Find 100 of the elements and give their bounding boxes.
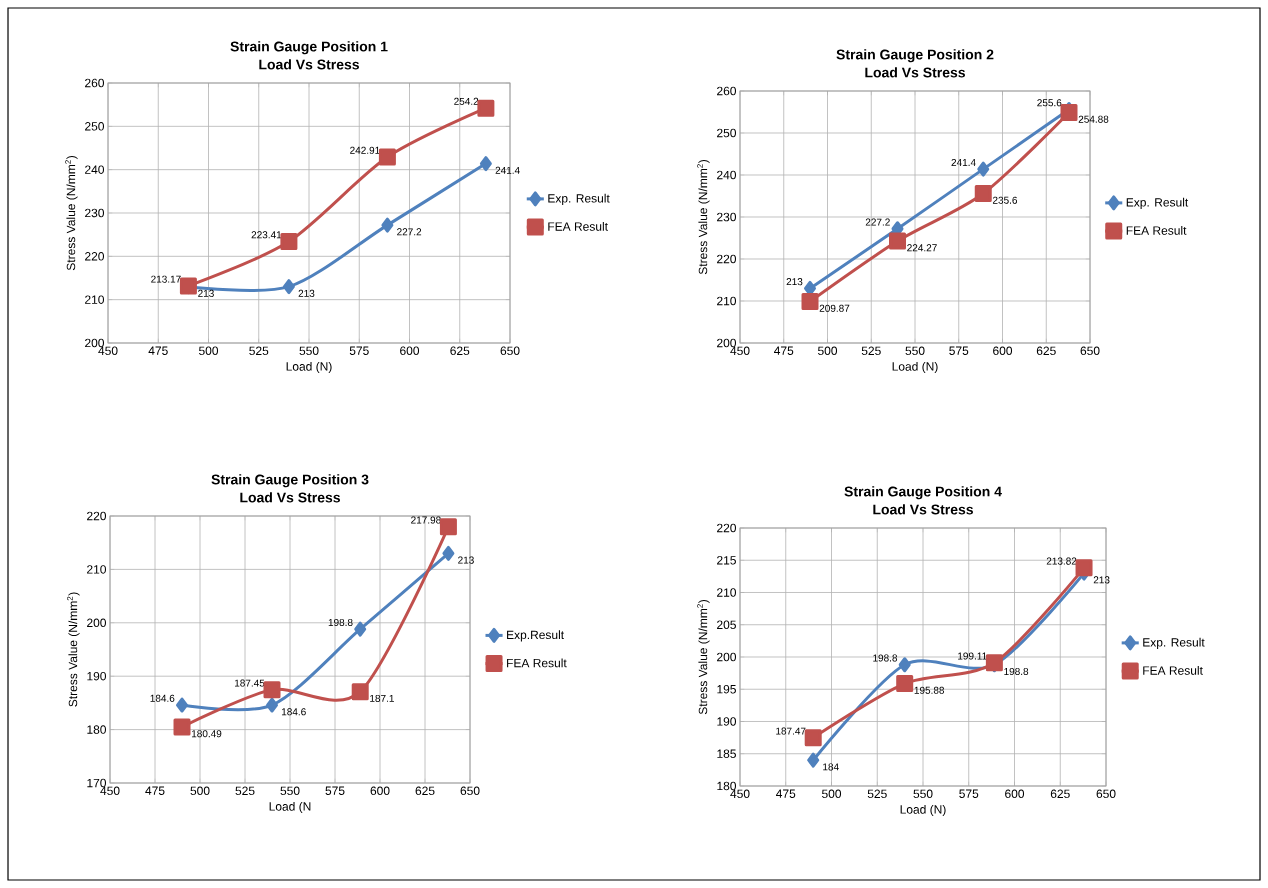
y-axis-title: Stress Value (N/mm$^{2}$)	[65, 156, 78, 271]
y-tick-label: 190	[87, 671, 107, 681]
chart-subtitle: Load Vs Stress	[259, 59, 359, 70]
chart-title: Strain Gauge Position 2	[836, 49, 994, 63]
x-tick-label: 500	[190, 786, 210, 796]
data-label: 180.49	[191, 730, 222, 738]
data-label: 223.41	[251, 231, 282, 239]
x-axis-title: Load (N)	[892, 361, 938, 374]
legend-label: FEA Result	[548, 222, 608, 231]
point	[804, 729, 822, 747]
y-tick-label: 205	[717, 620, 736, 629]
y-tick-label: 220	[717, 523, 737, 533]
y-axis-title: Stress Value (N/mm$^{2}$)	[67, 592, 80, 707]
point	[176, 697, 189, 713]
data-label: 184.6	[281, 708, 306, 716]
y-tick-label: 180	[717, 781, 737, 791]
x-tick-label: 500	[817, 346, 838, 356]
data-label: 187.1	[370, 694, 394, 702]
point	[381, 217, 394, 233]
y-tick-label: 210	[717, 296, 737, 306]
data-label: 213	[198, 289, 214, 297]
y-tick-label: 220	[87, 511, 107, 521]
x-axis-title: Load (N)	[900, 804, 946, 817]
x-tick-label: 500	[198, 346, 219, 356]
chart-title: Strain Gauge Position 3	[211, 474, 369, 488]
point	[807, 752, 820, 768]
y-tick-label: 250	[717, 128, 737, 138]
point	[351, 683, 369, 701]
y-tick-label: 240	[85, 165, 105, 174]
x-axis-title: Load (N)	[286, 361, 332, 374]
point	[801, 293, 819, 311]
y-axis-title: Stress Value (N/mm$^{2}$)	[697, 600, 710, 715]
chart-subtitle: Load Vs Stress	[865, 67, 965, 78]
x-tick-label: 600	[400, 346, 420, 356]
y-tick-label: 170	[87, 778, 107, 788]
point	[173, 718, 191, 736]
y-tick-label: 250	[85, 122, 105, 131]
x-tick-label: 625	[450, 346, 470, 356]
legend-label: FEA Result	[1126, 226, 1187, 235]
y-tick-label: 180	[87, 725, 107, 734]
point	[479, 156, 492, 172]
x-tick-label: 650	[460, 786, 480, 796]
data-label: 242.91	[350, 146, 380, 154]
x-tick-label: 475	[774, 346, 794, 355]
point	[378, 148, 396, 166]
x-tick-label: 575	[959, 789, 979, 798]
data-label: 213.17	[151, 275, 181, 283]
legend-label: FEA Result	[1143, 666, 1203, 675]
chart-title: Strain Gauge Position 1	[230, 41, 388, 55]
x-tick-label: 550	[913, 789, 933, 799]
data-label: 241.4	[495, 166, 520, 174]
data-label: 255.6	[1037, 99, 1062, 107]
data-label: 213.82	[1046, 557, 1077, 565]
point	[266, 697, 279, 713]
data-label: 209.87	[819, 304, 850, 312]
y-tick-label: 195	[717, 685, 736, 694]
legend-label: Exp.Result	[507, 630, 565, 642]
data-label: 227.2	[865, 218, 890, 226]
x-tick-label: 500	[821, 789, 842, 799]
point	[1060, 104, 1078, 121]
point	[282, 279, 295, 295]
data-label: 187.47	[776, 727, 806, 735]
data-label: 224.27	[907, 244, 937, 252]
x-tick-label: 525	[867, 789, 887, 799]
y-tick-label: 200	[717, 652, 737, 662]
x-tick-label: 475	[148, 346, 168, 355]
x-tick-label: 525	[249, 346, 269, 356]
point	[896, 675, 914, 693]
point	[263, 681, 281, 699]
x-tick-label: 550	[280, 786, 300, 796]
y-tick-label: 215	[717, 556, 736, 565]
legend-label: FEA Result	[507, 658, 567, 668]
y-tick-label: 260	[717, 86, 737, 96]
x-tick-label: 450	[730, 346, 750, 356]
point	[280, 233, 298, 251]
y-tick-label: 210	[717, 588, 737, 597]
data-label: 184.6	[150, 694, 175, 702]
chart-subtitle: Load Vs Stress	[240, 492, 340, 503]
x-tick-label: 600	[370, 786, 390, 796]
x-tick-label: 600	[993, 346, 1013, 356]
y-tick-label: 185	[717, 749, 736, 758]
x-tick-label: 450	[100, 786, 120, 796]
point	[977, 161, 990, 177]
y-tick-label: 200	[717, 338, 737, 348]
y-axis-title: Stress Value (N/mm$^{2}$)	[697, 160, 710, 275]
x-tick-label: 575	[325, 786, 345, 795]
legend-label: Exp. Result	[548, 193, 610, 205]
x-tick-label: 550	[905, 346, 925, 356]
y-tick-label: 230	[85, 208, 105, 218]
legend-label: Exp. Result	[1143, 637, 1205, 649]
data-label: 254.2	[454, 97, 479, 105]
y-tick-label: 200	[87, 618, 107, 628]
chart-subtitle: Load Vs Stress	[873, 504, 973, 515]
y-tick-label: 210	[85, 295, 105, 304]
point	[354, 621, 367, 637]
point	[889, 232, 907, 250]
point	[974, 184, 992, 202]
x-tick-label: 550	[299, 346, 319, 356]
x-tick-label: 600	[1005, 789, 1025, 799]
x-tick-label: 525	[235, 786, 255, 796]
